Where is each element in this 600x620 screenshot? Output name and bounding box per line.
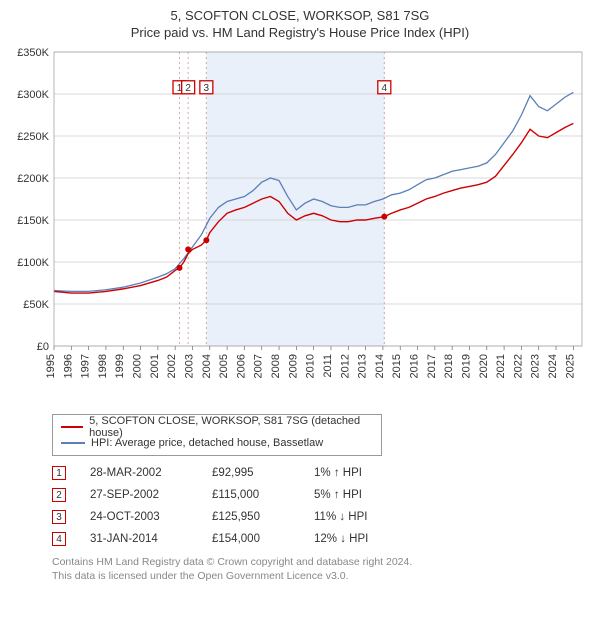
chart-titles: 5, SCOFTON CLOSE, WORKSOP, S81 7SG Price… [10,8,590,40]
legend-swatch [61,426,83,428]
svg-text:1999: 1999 [114,354,126,378]
sale-marker-icon: 1 [52,466,66,480]
sales-table: 1 28-MAR-2002 £92,995 1% ↑ HPI 2 27-SEP-… [52,462,590,550]
sale-date: 24-OCT-2003 [90,511,200,523]
svg-text:2004: 2004 [201,354,213,378]
svg-text:2010: 2010 [305,354,317,378]
svg-text:2022: 2022 [512,354,524,378]
svg-text:3: 3 [204,83,210,94]
sale-date: 28-MAR-2002 [90,467,200,479]
title-sub: Price paid vs. HM Land Registry's House … [10,25,590,40]
svg-text:2019: 2019 [460,354,472,378]
table-row: 3 24-OCT-2003 £125,950 11% ↓ HPI [52,506,590,528]
legend: 5, SCOFTON CLOSE, WORKSOP, S81 7SG (deta… [52,414,382,456]
legend-item: 5, SCOFTON CLOSE, WORKSOP, S81 7SG (deta… [61,419,373,435]
svg-text:2006: 2006 [235,354,247,378]
sale-price: £115,000 [212,489,302,501]
svg-text:2013: 2013 [357,354,369,378]
svg-text:1998: 1998 [97,354,109,378]
table-row: 2 27-SEP-2002 £115,000 5% ↑ HPI [52,484,590,506]
svg-text:£50K: £50K [23,299,49,311]
footer: Contains HM Land Registry data © Crown c… [52,556,590,583]
svg-text:2018: 2018 [443,354,455,378]
sale-diff: 12% ↓ HPI [314,533,414,545]
sale-date: 27-SEP-2002 [90,489,200,501]
svg-text:2016: 2016 [409,354,421,378]
sale-price: £125,950 [212,511,302,523]
legend-swatch [61,442,85,444]
svg-text:2002: 2002 [166,354,178,378]
footer-line: Contains HM Land Registry data © Crown c… [52,556,590,570]
sale-marker-icon: 3 [52,510,66,524]
sale-price: £92,995 [212,467,302,479]
svg-text:£200K: £200K [17,173,49,185]
footer-line: This data is licensed under the Open Gov… [52,570,590,584]
svg-text:2000: 2000 [132,354,144,378]
svg-text:2012: 2012 [339,354,351,378]
svg-text:2023: 2023 [530,354,542,378]
svg-text:2005: 2005 [218,354,230,378]
sale-marker-icon: 4 [52,532,66,546]
table-row: 1 28-MAR-2002 £92,995 1% ↑ HPI [52,462,590,484]
svg-text:£0: £0 [37,341,49,353]
svg-text:2008: 2008 [270,354,282,378]
legend-label: 5, SCOFTON CLOSE, WORKSOP, S81 7SG (deta… [89,415,373,439]
svg-text:2007: 2007 [253,354,265,378]
svg-text:1996: 1996 [62,354,74,378]
sale-date: 31-JAN-2014 [90,533,200,545]
svg-text:2015: 2015 [391,354,403,378]
svg-text:1995: 1995 [45,354,57,378]
sale-diff: 1% ↑ HPI [314,467,414,479]
svg-text:2025: 2025 [564,354,576,378]
svg-text:2001: 2001 [149,354,161,378]
sale-diff: 5% ↑ HPI [314,489,414,501]
svg-text:2024: 2024 [547,354,559,378]
svg-text:2021: 2021 [495,354,507,378]
table-row: 4 31-JAN-2014 £154,000 12% ↓ HPI [52,528,590,550]
svg-text:2014: 2014 [374,354,386,378]
svg-text:£250K: £250K [17,131,49,143]
svg-text:2017: 2017 [426,354,438,378]
sale-price: £154,000 [212,533,302,545]
svg-text:2: 2 [185,83,191,94]
svg-text:2009: 2009 [287,354,299,378]
svg-text:1997: 1997 [80,354,92,378]
svg-text:£300K: £300K [17,89,49,101]
title-address: 5, SCOFTON CLOSE, WORKSOP, S81 7SG [10,8,590,23]
svg-text:£150K: £150K [17,215,49,227]
svg-text:2011: 2011 [322,354,334,378]
svg-text:4: 4 [382,83,388,94]
svg-text:£100K: £100K [17,257,49,269]
svg-text:2020: 2020 [478,354,490,378]
chart: £0 £50K £100K £150K £200K £250K £300K £350K 1995… [10,46,590,406]
legend-label: HPI: Average price, detached house, Bass… [91,437,323,449]
svg-text:2003: 2003 [183,354,195,378]
sale-marker-icon: 2 [52,488,66,502]
svg-text:£350K: £350K [17,47,49,59]
sale-diff: 11% ↓ HPI [314,511,414,523]
